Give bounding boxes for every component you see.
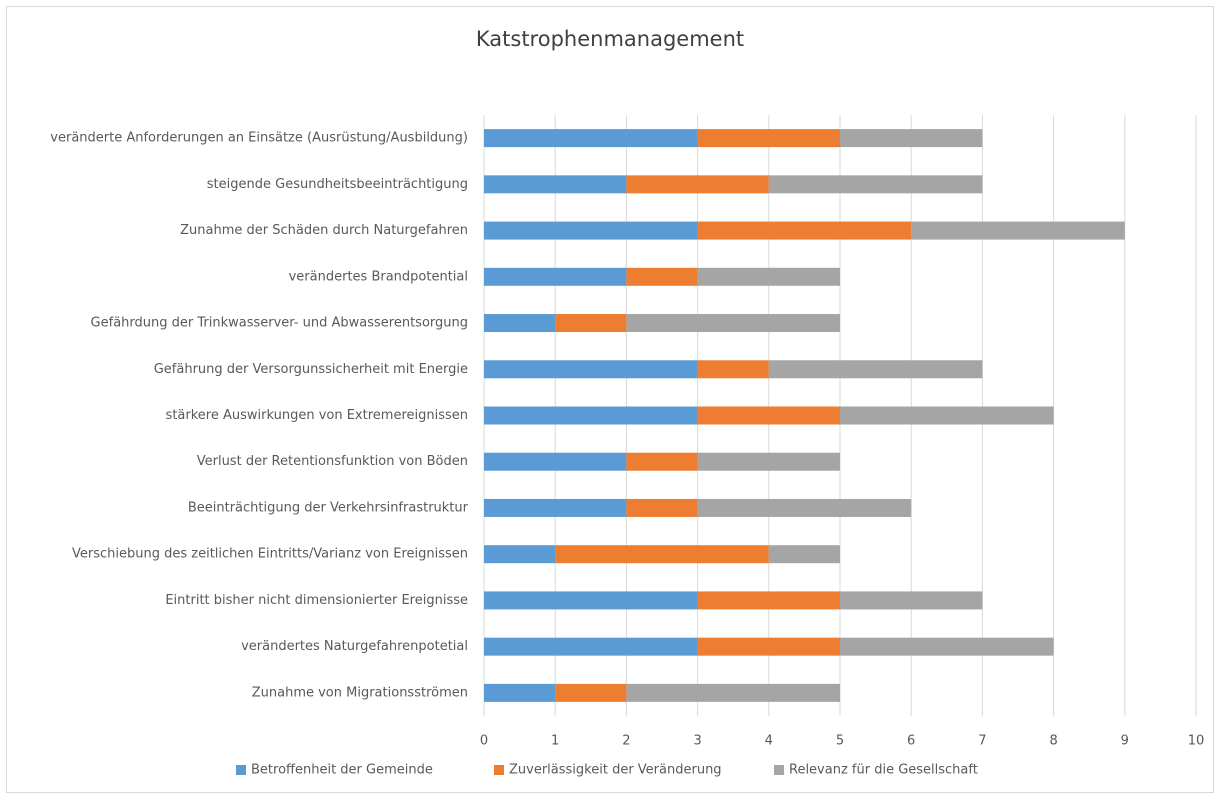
bar-segment <box>697 129 840 148</box>
bar-segment <box>768 545 840 564</box>
x-tick-label: 1 <box>551 734 559 749</box>
bar-segment <box>484 452 627 471</box>
bar-segment <box>555 683 627 702</box>
bar-segment <box>697 267 840 286</box>
bar-segment <box>840 591 983 610</box>
x-tick-label: 8 <box>1049 734 1057 749</box>
bar-segment <box>484 498 627 517</box>
bar-segment <box>484 314 556 333</box>
bar-segment <box>840 637 1054 656</box>
bar-segment <box>840 129 983 148</box>
x-tick-label: 0 <box>480 734 488 749</box>
bar-segment <box>697 637 840 656</box>
bar-segment <box>626 683 840 702</box>
x-tick-label: 10 <box>1188 734 1205 749</box>
bar-segment <box>484 591 698 610</box>
y-tick-label: veränderte Anforderungen an Einsätze (Au… <box>50 131 468 146</box>
bar-segment <box>697 406 840 425</box>
bar-segment <box>768 360 983 379</box>
legend-label: Betroffenheit der Gemeinde <box>251 763 433 778</box>
y-tick-label: verändertes Naturgefahrenpotetial <box>241 639 468 654</box>
bar-segment <box>768 175 983 194</box>
bar-segment <box>484 406 698 425</box>
legend-swatch <box>494 765 504 775</box>
bar-segment <box>626 314 840 333</box>
x-tick-label: 9 <box>1121 734 1129 749</box>
y-tick-label: Eintritt bisher nicht dimensionierter Er… <box>165 593 468 608</box>
bar-segment <box>697 498 912 517</box>
bar-segment <box>555 545 769 564</box>
chart-frame <box>6 6 1214 793</box>
y-tick-label: Zunahme von Migrationsströmen <box>252 685 468 700</box>
bar-segment <box>697 360 769 379</box>
bar-segment <box>484 129 698 148</box>
bar-segment <box>484 360 698 379</box>
bar-segment <box>555 314 627 333</box>
bar-segment <box>484 637 698 656</box>
y-tick-label: Beeinträchtigung der Verkehrsinfrastrukt… <box>188 500 469 515</box>
legend-label: Zuverlässigkeit der Veränderung <box>509 763 722 778</box>
y-tick-label: Gefährdung der Trinkwasserver- und Abwas… <box>91 316 468 331</box>
bar-segment <box>911 221 1125 240</box>
x-tick-label: 3 <box>693 734 701 749</box>
y-tick-label: Zunahme der Schäden durch Naturgefahren <box>180 223 468 238</box>
x-tick-label: 5 <box>836 734 844 749</box>
bar-segment <box>484 175 627 194</box>
bar-segment <box>484 221 698 240</box>
y-tick-label: Gefährung der Versorgunssicherheit mit E… <box>154 362 468 377</box>
bar-segment <box>484 545 556 564</box>
bar-segment <box>697 221 912 240</box>
bar-segment <box>626 498 698 517</box>
x-tick-label: 4 <box>765 734 773 749</box>
bar-segment <box>697 591 840 610</box>
bar-segment <box>484 683 556 702</box>
x-tick-label: 6 <box>907 734 915 749</box>
x-tick-label: 7 <box>978 734 986 749</box>
chart-title: Katstrophenmanagement <box>476 27 744 51</box>
bar-segment <box>484 267 627 286</box>
y-tick-label: steigende Gesundheitsbeeinträchtigung <box>207 177 468 192</box>
y-tick-label: Verschiebung des zeitlichen Eintritts/Va… <box>72 547 468 562</box>
y-tick-label: Verlust der Retentionsfunktion von Böden <box>197 454 468 469</box>
legend-swatch <box>236 765 246 775</box>
bar-segment <box>626 452 698 471</box>
bar-segment <box>626 175 769 194</box>
y-tick-label: stärkere Auswirkungen von Extremereignis… <box>166 408 468 423</box>
bar-segment <box>626 267 698 286</box>
bar-segment <box>697 452 840 471</box>
legend-swatch <box>774 765 784 775</box>
bar-segment <box>840 406 1054 425</box>
y-tick-label: verändertes Brandpotential <box>289 269 468 284</box>
legend-label: Relevanz für die Gesellschaft <box>789 763 978 778</box>
x-tick-label: 2 <box>622 734 630 749</box>
